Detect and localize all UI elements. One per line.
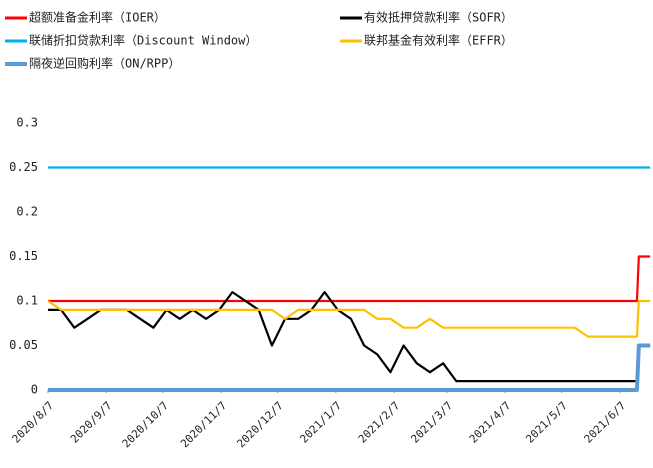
- legend-label: 有效抵押贷款利率（SOFR）: [364, 10, 513, 25]
- series-line: [47, 299, 651, 338]
- y-tick-label: 0: [31, 383, 38, 397]
- series-line: [48, 255, 651, 303]
- x-tick-label: 2020/11/7: [178, 399, 229, 450]
- y-tick-label: 0.2: [16, 205, 38, 219]
- x-tick-label: 2020/8/7: [10, 399, 57, 446]
- legend-label: 隔夜逆回购利率（ON/RPP）: [29, 56, 180, 71]
- y-tick-label: 0.3: [16, 116, 38, 130]
- x-tick-label: 2020/9/7: [68, 399, 115, 446]
- x-tick-label: 2021/4/7: [467, 399, 514, 446]
- x-tick-label: 2020/12/7: [234, 399, 285, 450]
- x-tick-label: 2021/1/7: [297, 399, 344, 446]
- legend-label: 联储折扣贷款利率（Discount Window）: [29, 33, 257, 48]
- y-tick-label: 0.25: [9, 160, 38, 174]
- series-line: [48, 343, 651, 392]
- legend-label: 联邦基金有效利率（EFFR）: [364, 33, 513, 48]
- y-tick-label: 0.05: [9, 338, 38, 352]
- x-tick-label: 2021/2/7: [356, 399, 403, 446]
- series-line: [48, 291, 651, 383]
- x-tick-label: 2021/6/7: [582, 399, 629, 446]
- x-tick-label: 2021/3/7: [408, 399, 455, 446]
- y-tick-label: 0.1: [16, 294, 38, 308]
- legend-label: 超额准备金利率（IOER）: [29, 10, 166, 25]
- y-tick-label: 0.15: [9, 249, 38, 263]
- x-tick-label: 2020/10/7: [120, 399, 171, 450]
- x-tick-label: 2021/5/7: [523, 399, 570, 446]
